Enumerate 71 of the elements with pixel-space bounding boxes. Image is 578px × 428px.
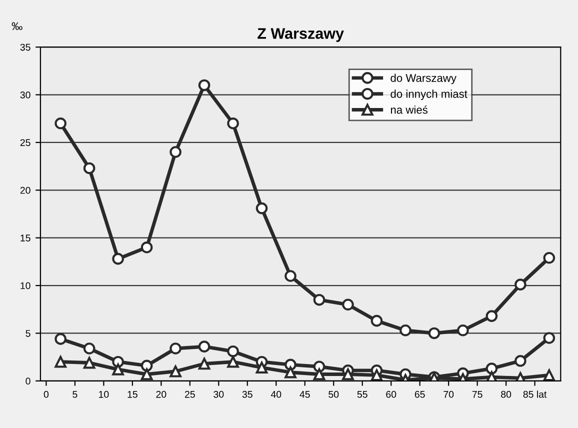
point <box>428 327 440 340</box>
x-tick-label: 30 <box>214 390 224 398</box>
y-tick-label: 35 <box>20 44 30 51</box>
point <box>370 369 383 381</box>
point <box>514 354 526 367</box>
point <box>170 146 182 158</box>
x-tick-label: 45 <box>300 391 310 398</box>
point <box>457 324 469 336</box>
x-tick-label: 50 <box>328 390 339 398</box>
point <box>198 340 210 352</box>
x-tick-label: 25 <box>184 390 195 398</box>
y-tick-label: 25 <box>20 139 30 146</box>
point <box>227 356 239 368</box>
point <box>140 241 153 254</box>
point <box>284 270 296 282</box>
y-tick-label: 15 <box>20 234 30 242</box>
x-tick-label: 70 <box>444 390 454 398</box>
point <box>112 364 124 376</box>
point <box>83 162 96 174</box>
y-tick-label: 5 <box>26 330 30 337</box>
point <box>170 342 182 354</box>
chart-title: Z Warszawy <box>258 28 344 42</box>
point <box>342 368 354 380</box>
x-tick-label: 35 <box>242 390 252 398</box>
point <box>284 366 296 378</box>
point <box>543 369 556 381</box>
y-tick-label: 10 <box>20 282 30 290</box>
point <box>256 202 268 214</box>
point <box>83 356 96 369</box>
point <box>198 358 210 370</box>
point <box>486 310 498 322</box>
y-tick-label: 20 <box>20 186 30 194</box>
legend-label: do Warszawy <box>390 74 456 84</box>
x-tick-label: 75 <box>472 391 482 398</box>
point <box>313 368 326 380</box>
x-tick-label: 15 <box>128 391 138 398</box>
point <box>112 252 124 265</box>
point <box>543 252 556 264</box>
x-tick-label: 40 <box>270 390 282 398</box>
point <box>83 342 96 354</box>
point <box>227 345 239 358</box>
x-tick-label: 80 <box>501 390 512 398</box>
point <box>400 324 412 336</box>
x-tick-label: 0 <box>44 390 49 398</box>
point <box>198 79 210 92</box>
point <box>54 356 66 368</box>
point <box>256 362 268 374</box>
x-tick-label: 5 <box>72 391 78 398</box>
point <box>543 332 556 344</box>
x-tick-label: 20 <box>156 390 166 398</box>
point <box>140 360 153 372</box>
point <box>140 368 153 380</box>
point <box>370 314 383 327</box>
point <box>313 294 326 306</box>
point <box>54 333 66 345</box>
point <box>486 362 498 374</box>
y-tick-label: 0 <box>26 378 30 385</box>
y-axis-title: ‰ <box>12 22 22 30</box>
x-tick-label: 60 <box>386 390 396 398</box>
legend-label: na wieś <box>390 105 428 114</box>
y-tick-label: 30 <box>20 92 30 98</box>
point <box>342 298 354 311</box>
x-tick-label: 10 <box>99 390 109 398</box>
x-tick-label: 85 lat <box>523 390 547 398</box>
x-tick-label: 55 <box>357 391 368 398</box>
x-tick-label: 65 <box>414 390 425 398</box>
legend-label: do innych miast <box>390 90 468 100</box>
point <box>54 117 66 130</box>
point <box>514 278 526 290</box>
point <box>227 117 239 130</box>
point <box>170 365 182 378</box>
